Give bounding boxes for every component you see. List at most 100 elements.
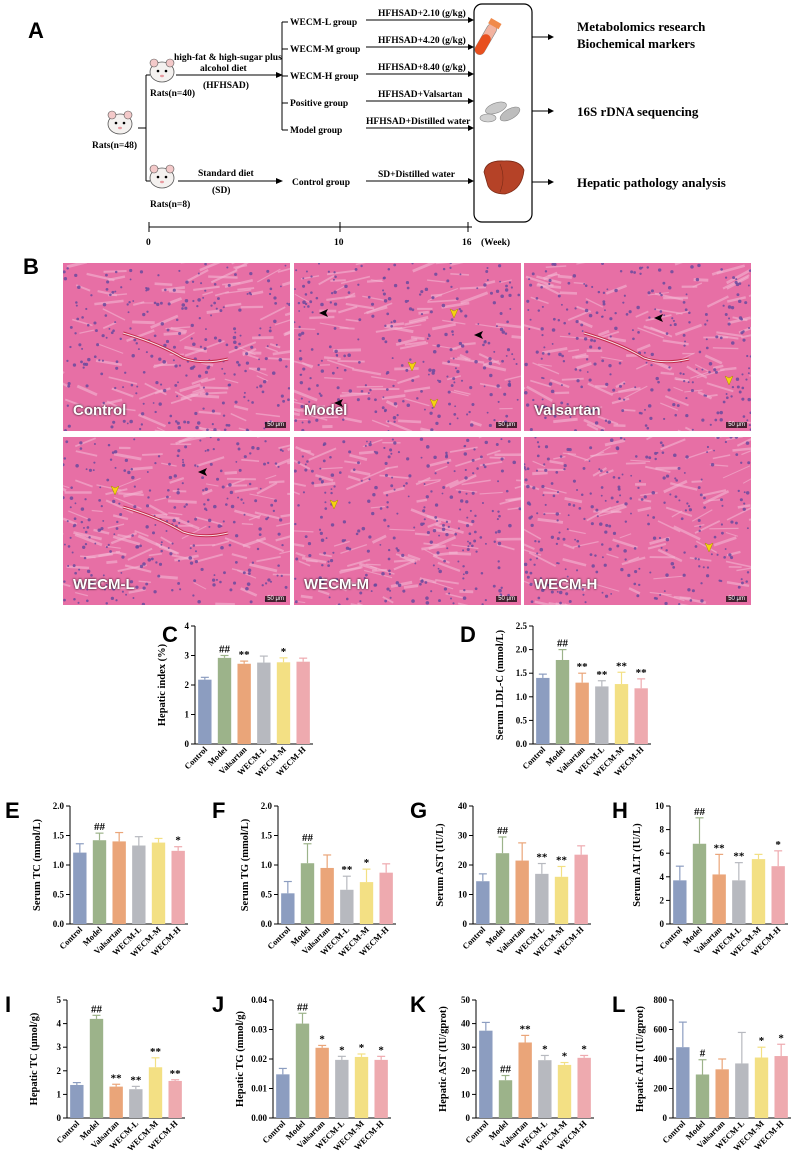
nucleus [227, 283, 231, 287]
nucleus [390, 324, 394, 328]
nucleus [123, 469, 127, 472]
central-vein-lumen [122, 506, 229, 537]
nucleus [746, 354, 749, 358]
y-tick-label: 600 [654, 1025, 668, 1035]
nucleus [548, 282, 551, 286]
nucleus [449, 266, 452, 270]
nucleus [590, 522, 594, 526]
bar-model [295, 1023, 310, 1118]
nucleus [425, 445, 430, 449]
nucleus [233, 373, 236, 376]
sinusoid [691, 509, 713, 522]
nucleus [79, 441, 83, 445]
nucleus [423, 518, 426, 521]
nucleus [384, 473, 389, 477]
nucleus [450, 318, 454, 321]
panel-letter-b-wrap: B [23, 254, 39, 279]
nucleus [529, 582, 533, 587]
nucleus [390, 321, 393, 324]
nucleus [500, 438, 503, 441]
nucleus [389, 448, 393, 452]
panel-letter-c: C [162, 622, 178, 647]
scale-bar: 50 μm [265, 422, 286, 428]
sinusoid [592, 467, 608, 477]
nucleus [387, 525, 390, 528]
sinusoid [451, 544, 479, 550]
nucleus [722, 400, 726, 404]
sinusoid [727, 316, 751, 325]
nucleus [532, 398, 535, 402]
nucleus [321, 579, 325, 583]
nucleus [176, 421, 180, 425]
nucleus [169, 552, 173, 556]
central-vein-lumen [122, 332, 229, 363]
nucleus [277, 532, 281, 536]
nucleus [84, 542, 88, 546]
nucleus [360, 479, 363, 482]
nucleus [695, 368, 698, 370]
nucleus [455, 297, 459, 301]
nucleus [342, 418, 345, 422]
nucleus [595, 570, 599, 574]
nucleus [638, 266, 643, 270]
sinusoid [441, 287, 459, 296]
nucleus [688, 321, 691, 324]
nucleus [405, 368, 409, 372]
nucleus [101, 359, 105, 362]
sinusoid [725, 560, 751, 569]
nucleus [746, 527, 749, 530]
nucleus [93, 355, 97, 359]
nucleus [81, 316, 84, 319]
nucleus [72, 525, 75, 528]
nucleus [616, 500, 619, 504]
nucleus [307, 420, 311, 424]
nucleus [446, 375, 449, 378]
nucleus [216, 477, 220, 481]
nucleus [617, 485, 621, 489]
nucleus [160, 541, 163, 544]
nucleus [568, 447, 572, 452]
nucleus [604, 499, 607, 502]
sinusoid [172, 490, 187, 493]
nucleus [654, 308, 657, 311]
nucleus [273, 319, 277, 324]
nucleus [379, 507, 383, 510]
sinusoid [148, 552, 162, 557]
nucleus [462, 596, 467, 600]
nucleus [176, 454, 180, 458]
bar-control [70, 1084, 84, 1118]
nucleus [203, 503, 206, 506]
sinusoid [230, 412, 247, 422]
nucleus [749, 411, 751, 415]
nucleus [529, 558, 532, 561]
nucleus [687, 505, 691, 508]
bar-wecm-l [129, 1089, 143, 1118]
black-arrow-marker [654, 314, 663, 322]
nucleus [167, 488, 170, 492]
nucleus [129, 327, 132, 330]
nucleus [462, 577, 465, 580]
nucleus [588, 460, 591, 462]
nucleus [337, 603, 341, 605]
nucleus [524, 362, 528, 367]
sinusoid [646, 437, 658, 441]
nucleus [602, 302, 606, 306]
nucleus [177, 449, 181, 453]
nucleus [344, 284, 348, 289]
nucleus [600, 315, 603, 318]
nucleus [172, 288, 176, 292]
y-tick-label: 1.5 [53, 831, 65, 841]
y-tick-label: 3 [57, 1042, 62, 1052]
sinusoid [713, 536, 737, 547]
nucleus [237, 447, 241, 451]
nucleus [109, 550, 112, 553]
nucleus [154, 461, 157, 465]
nucleus [332, 278, 335, 281]
sinusoid [126, 329, 155, 342]
sinusoid [294, 540, 305, 548]
sinusoid [486, 449, 501, 456]
nucleus [310, 348, 314, 351]
sinusoid [709, 527, 739, 530]
nucleus [196, 465, 199, 468]
